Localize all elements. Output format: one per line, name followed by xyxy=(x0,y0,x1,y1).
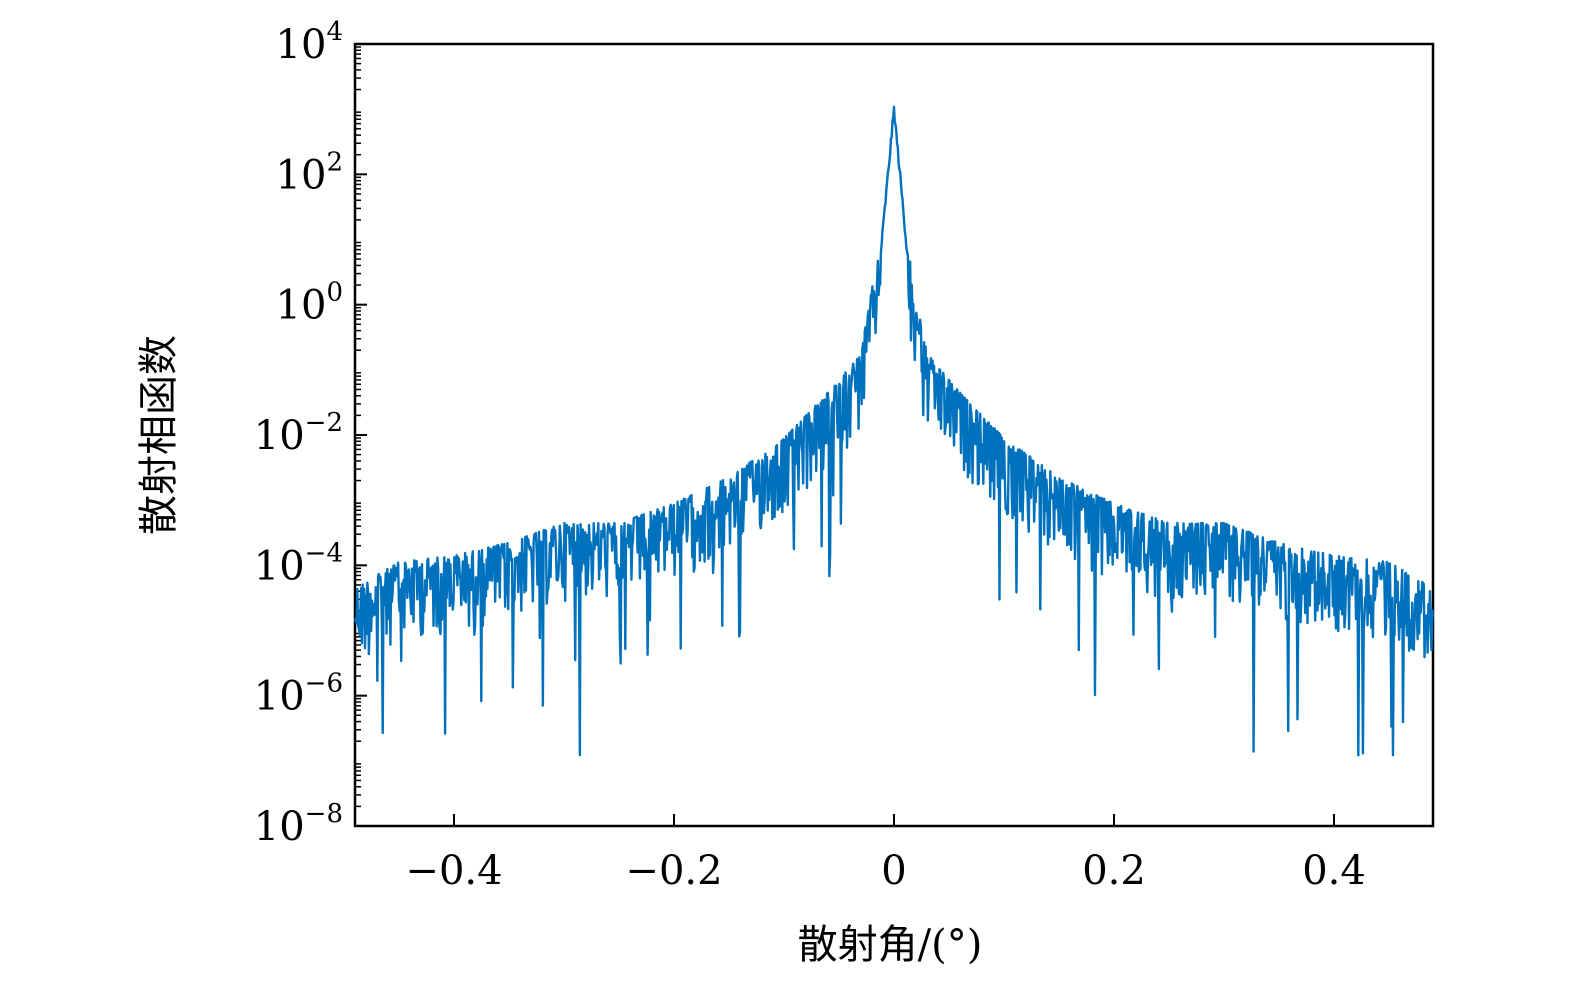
y-tick-label: 102 xyxy=(276,147,343,198)
y-tick-labels: 104 102 100 10−2 10−4 10−6 10−8 xyxy=(254,17,343,850)
y-tick-label: 104 xyxy=(276,17,343,68)
y-tick-label: 10−6 xyxy=(254,669,343,720)
y-minor-ticks xyxy=(355,46,361,808)
y-axis-label: 散射相函数 xyxy=(136,335,182,535)
x-tick-label: −0.2 xyxy=(625,848,722,894)
x-ticks xyxy=(453,814,1335,826)
x-tick-label: −0.4 xyxy=(405,848,502,894)
y-tick-label: 100 xyxy=(276,278,343,329)
x-tick-label: 0.4 xyxy=(1302,848,1366,894)
y-tick-label: 10−4 xyxy=(254,538,343,589)
series-line xyxy=(353,105,1435,757)
y-major-ticks xyxy=(355,43,367,827)
plot-frame xyxy=(353,42,1435,828)
y-tick-label: 10−2 xyxy=(254,408,343,459)
x-tick-labels: −0.4 −0.2 0 0.2 0.4 xyxy=(405,848,1365,894)
data-layer xyxy=(353,105,1435,757)
x-tick-label: 0 xyxy=(881,848,906,894)
x-axis-label: 散射角/(°) xyxy=(798,922,983,968)
y-tick-label: 10−8 xyxy=(254,799,343,850)
x-tick-label: 0.2 xyxy=(1082,848,1146,894)
